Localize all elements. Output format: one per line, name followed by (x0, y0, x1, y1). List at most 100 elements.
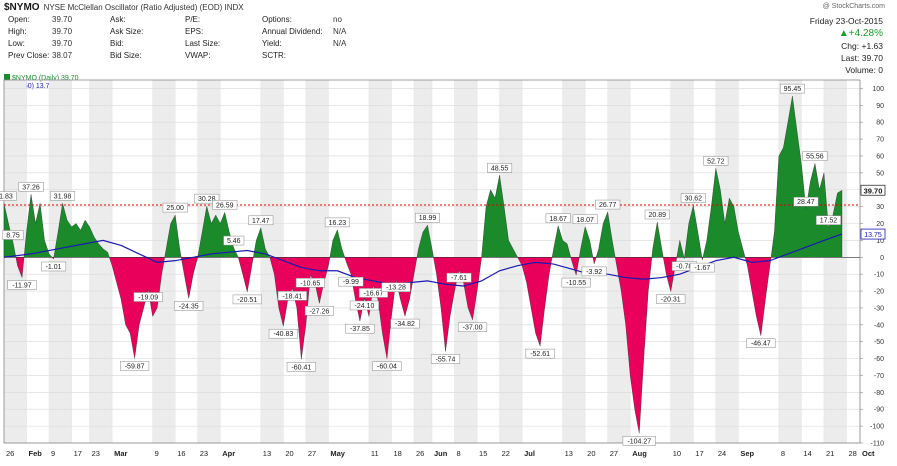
positive-area (23, 194, 53, 258)
week-band (715, 80, 739, 443)
positive-area (702, 168, 746, 258)
value-label: -9.99 (343, 279, 359, 286)
value-label-box (381, 282, 411, 292)
value-label: 37.26 (22, 184, 40, 191)
value-label-box (120, 361, 150, 371)
value-label-box (174, 301, 204, 311)
x-tick-label: 14 (803, 449, 811, 458)
value-label: 26.59 (216, 202, 234, 209)
x-tick-label: 11 (371, 449, 379, 458)
positive-area (53, 203, 110, 258)
value-label-box (595, 199, 621, 210)
x-tick-label: 21 (826, 449, 834, 458)
value-label: -18.41 (282, 293, 302, 300)
value-label: 55.56 (806, 153, 824, 160)
value-label-box (457, 322, 488, 332)
quote-label: P/E: (185, 15, 201, 24)
value-label-box (414, 212, 440, 223)
negative-area (180, 257, 198, 299)
value-label: -52.61 (530, 351, 550, 358)
quote-label: Options: (262, 15, 292, 24)
value-label-box (295, 278, 325, 288)
value-label: 48.55 (491, 165, 509, 172)
plot-frame (3, 79, 861, 444)
quote-label: Prev Close: (8, 51, 50, 60)
value-label-box (7, 280, 37, 290)
legend-swatch-series (4, 74, 10, 80)
value-label-box (802, 151, 828, 161)
value-label-box (212, 200, 238, 210)
value-label: -24.35 (179, 303, 199, 310)
value-label-box (644, 209, 670, 220)
value-label: 20.89 (648, 212, 666, 219)
value-label-box (525, 348, 555, 359)
value-label-box (194, 193, 220, 204)
x-tick-label: Mar (114, 449, 127, 458)
y-tick-label: -70 (874, 373, 884, 380)
value-label-box (487, 163, 513, 173)
value-label: -19.09 (138, 295, 158, 302)
value-label: -104.27 (627, 438, 651, 445)
legend-series: $NYMO (Daily) 39.70 (4, 74, 79, 82)
value-label: -11.97 (12, 282, 31, 289)
symbol: $NYMO (4, 2, 40, 13)
value-label-box (349, 300, 379, 311)
x-tick-label: 20 (285, 449, 293, 458)
value-label-box (446, 272, 472, 283)
quote-label: Yield: (262, 39, 282, 48)
value-label-box (622, 436, 656, 446)
copyright: @ StockCharts.com (822, 3, 885, 10)
y-tick-label: -100 (870, 424, 884, 431)
value-label: 18.99 (419, 215, 437, 222)
value-label: 18.67 (549, 216, 567, 223)
y-tick-label: -90 (874, 407, 884, 414)
value-label: -10.55 (566, 280, 586, 287)
x-tick-label: 23 (92, 449, 100, 458)
value-label-box (358, 288, 388, 298)
y-tick-label: -80 (874, 390, 884, 397)
x-tick-label: 28 (848, 449, 856, 458)
negative-area (592, 257, 597, 264)
volume-value: Volume: 0 (845, 65, 883, 75)
value-label-box (793, 196, 819, 207)
value-label-box (41, 261, 67, 272)
x-tick-label: 17 (74, 449, 82, 458)
x-tick-label: 15 (479, 449, 487, 458)
value-label-box (277, 291, 307, 301)
quote-label: Bid Size: (110, 51, 142, 60)
value-label: 95.45 (784, 86, 802, 93)
value-label-box (286, 362, 316, 372)
value-label-box (304, 306, 334, 316)
value-label: -1.01 (46, 264, 62, 271)
value-label-box (0, 191, 17, 201)
value-label: -3.92 (586, 269, 602, 276)
value-label-box (779, 83, 805, 94)
week-band (49, 80, 72, 443)
x-tick-label: Jul (524, 449, 535, 458)
y-axis: 1009080706050403020100-10-20-30-40-50-60… (860, 86, 884, 448)
value-label-box (581, 266, 607, 277)
quote-label: High: (8, 27, 27, 36)
value-label: -20.51 (237, 297, 257, 304)
positive-area (329, 229, 345, 258)
value-label: -60.41 (291, 364, 311, 371)
value-label-box (338, 276, 364, 287)
week-band (823, 80, 847, 443)
y-tick-label: -50 (874, 339, 884, 346)
value-label: -40.83 (273, 331, 293, 338)
last-value-tag: 39.70 (864, 186, 883, 195)
value-label-box (372, 361, 402, 371)
quote-value: 39.70 (52, 39, 73, 48)
week-band (89, 80, 113, 443)
value-label: -34.82 (395, 321, 415, 328)
x-axis: 26 Feb 9 17 23 Mar 9 16 23 Apr 13 20 27 May 11 18 26 Jun 8… (6, 449, 875, 458)
quote-label: Annual Dividend: (262, 27, 323, 36)
value-label: -37.85 (350, 326, 370, 333)
x-tick-label: 17 (695, 449, 703, 458)
x-tick-label: 16 (177, 449, 185, 458)
y-tick-label: 90 (876, 103, 884, 110)
x-tick-label: 20 (587, 449, 595, 458)
value-label: 31.83 (0, 194, 13, 201)
quote-header: $NYMO NYSE McClellan Oscillator (Ratio Ad… (0, 0, 897, 90)
value-label-box (561, 277, 591, 288)
